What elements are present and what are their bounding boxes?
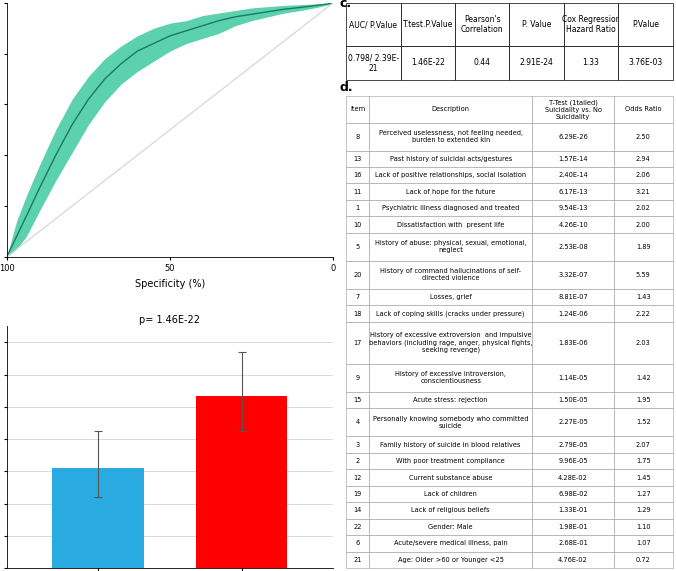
X-axis label: Specificity (%): Specificity (%) bbox=[135, 279, 205, 289]
Text: d.: d. bbox=[340, 81, 354, 94]
Title: p= 1.46E-22: p= 1.46E-22 bbox=[139, 316, 201, 325]
Bar bbox=[196, 396, 287, 568]
Bar bbox=[53, 468, 144, 568]
Text: c.: c. bbox=[340, 0, 352, 10]
